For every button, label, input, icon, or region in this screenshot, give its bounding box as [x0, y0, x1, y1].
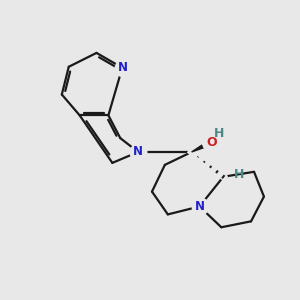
Polygon shape [192, 141, 211, 152]
Text: H: H [234, 168, 244, 181]
Text: N: N [118, 61, 128, 74]
Text: H: H [214, 127, 224, 140]
Text: N: N [194, 200, 205, 213]
Text: N: N [133, 146, 143, 158]
Text: O: O [206, 136, 217, 148]
